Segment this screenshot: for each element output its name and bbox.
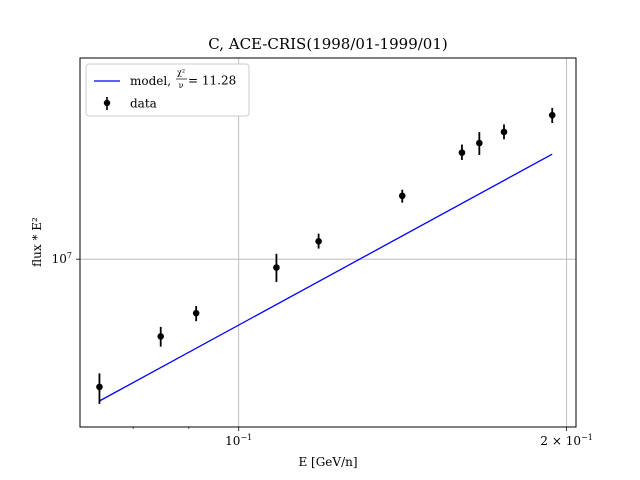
x-tick-label: 10−1 <box>225 433 252 448</box>
model-series <box>99 153 553 402</box>
plot-area-frame <box>79 57 577 428</box>
legend-model-nu: ν <box>179 81 184 90</box>
y-tick-label: 107 <box>52 251 72 266</box>
y-axis-label: flux * E² <box>30 217 44 267</box>
x-axis-label: E [GeV/n] <box>298 455 357 469</box>
data-point <box>398 192 406 200</box>
grid-lines <box>80 58 576 427</box>
legend-model-label: model, <box>130 74 171 88</box>
x-tick-label: 2 × 10−1 <box>540 433 592 448</box>
data-point <box>476 139 483 147</box>
legend: model, χ² ν = 11.28 data <box>85 63 250 117</box>
data-point <box>548 111 556 119</box>
data-series <box>96 108 556 404</box>
legend-model-value: = 11.28 <box>188 74 236 88</box>
data-point <box>96 383 103 391</box>
data-point <box>500 128 508 136</box>
model-line <box>99 153 553 402</box>
data-point <box>458 149 466 156</box>
data-point <box>192 309 200 317</box>
legend-model-chi2: χ² <box>177 68 185 77</box>
legend-data-label: data <box>130 97 157 111</box>
chart-title: C, ACE-CRIS(1998/01-1999/01) <box>208 35 447 53</box>
data-point <box>273 264 280 271</box>
legend-box <box>85 63 250 117</box>
data-point <box>157 333 165 340</box>
data-point <box>315 237 322 245</box>
legend-data-marker <box>103 99 111 107</box>
axis-ticks: 10−1 2 × 10−1 107 <box>52 251 593 448</box>
legend-model-prefix: model, <box>130 74 171 88</box>
